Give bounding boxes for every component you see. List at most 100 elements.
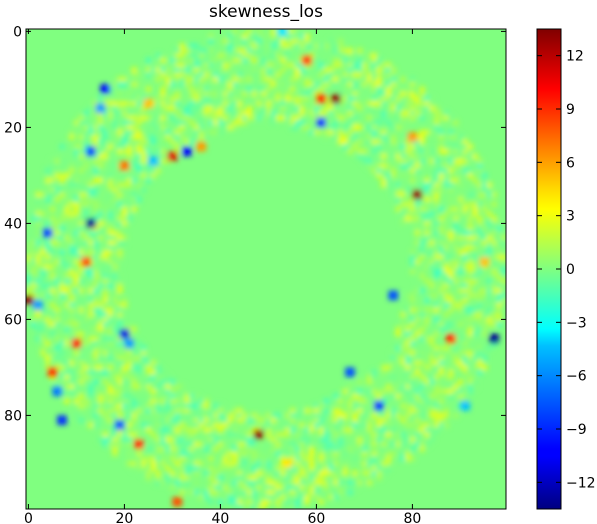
heatmap-cell: [275, 465, 281, 471]
heatmap-cell: [472, 269, 478, 275]
heatmap-cell: [294, 422, 300, 428]
heatmap-cell: [419, 216, 425, 222]
heatmap-cell: [462, 360, 468, 366]
heatmap-cell: [486, 345, 492, 351]
heatmap-cell: [424, 427, 430, 433]
heatmap-cell: [333, 446, 339, 452]
heatmap-cell: [429, 350, 435, 356]
heatmap-cell: [74, 197, 80, 203]
heatmap-cell: [59, 365, 65, 371]
heatmap-cell: [232, 427, 238, 433]
heatmap-cell: [170, 129, 176, 135]
heatmap-cell: [275, 504, 281, 509]
heatmap-cell: [222, 53, 228, 59]
heatmap-cell: [98, 96, 104, 102]
heatmap-cell: [74, 350, 80, 356]
heatmap-cell: [328, 72, 334, 78]
heatmap-cell: [35, 307, 41, 313]
heatmap-cell: [126, 350, 132, 356]
heatmap-cell: [462, 264, 468, 270]
heatmap-cell: [45, 168, 51, 174]
heatmap-cell: [88, 105, 94, 111]
heatmap-cell: [98, 177, 104, 183]
heatmap-cell: [347, 77, 353, 83]
heatmap-cell: [98, 417, 104, 423]
heatmap-cell: [174, 446, 180, 452]
heatmap-cell: [323, 437, 329, 443]
heatmap-cell: [438, 245, 444, 251]
heatmap-cell: [285, 480, 291, 486]
heatmap-cell: [126, 144, 132, 150]
heatmap-cell: [333, 110, 339, 116]
heatmap-cell: [410, 115, 416, 121]
heatmap-cell: [419, 422, 425, 428]
heatmap-cell: [357, 62, 363, 68]
heatmap-cell: [155, 451, 161, 457]
heatmap-cell: [69, 369, 75, 375]
heatmap-cell: [270, 494, 276, 500]
heatmap-cell: [462, 216, 468, 222]
heatmap-cell: [98, 278, 104, 284]
heatmap-cell: [112, 413, 118, 419]
heatmap-cell: [400, 432, 406, 438]
heatmap-cell: [443, 321, 449, 327]
heatmap-cell: [242, 489, 248, 495]
heatmap-cell: [386, 465, 392, 471]
heatmap-outlier: [388, 290, 398, 301]
heatmap-outlier: [26, 295, 34, 305]
heatmap-cell: [165, 422, 171, 428]
heatmap-cell: [299, 115, 305, 121]
heatmap-cell: [419, 91, 425, 97]
heatmap-cell: [496, 254, 502, 260]
heatmap-cell: [30, 249, 36, 255]
heatmap-cell: [429, 240, 435, 246]
heatmap-cell: [448, 369, 454, 375]
heatmap-cell: [371, 110, 377, 116]
heatmap-cell: [290, 120, 296, 126]
heatmap-cell: [126, 461, 132, 467]
heatmap-cell: [74, 201, 80, 207]
heatmap-cell: [323, 427, 329, 433]
heatmap-cell: [299, 480, 305, 486]
heatmap-cell: [438, 302, 444, 308]
heatmap-cell: [78, 230, 84, 236]
heatmap-cell: [429, 432, 435, 438]
heatmap-cell: [203, 110, 209, 116]
heatmap-cell: [246, 86, 252, 92]
heatmap-cell: [467, 153, 473, 159]
heatmap-cell: [256, 470, 262, 476]
heatmap-cell: [122, 365, 128, 371]
heatmap-cell: [390, 153, 396, 159]
heatmap-cell: [131, 403, 137, 409]
heatmap-cell: [117, 129, 123, 135]
heatmap-cell: [174, 101, 180, 107]
heatmap-cell: [405, 182, 411, 188]
heatmap-cell: [395, 384, 401, 390]
heatmap-cell: [438, 249, 444, 255]
heatmap-cell: [376, 417, 382, 423]
heatmap-cell: [371, 139, 377, 145]
heatmap-cell: [203, 494, 209, 500]
heatmap-cell: [434, 312, 440, 318]
heatmap-cell: [314, 475, 320, 481]
heatmap-cell: [174, 53, 180, 59]
heatmap-cell: [170, 432, 176, 438]
heatmap-cell: [155, 384, 161, 390]
heatmap-cell: [410, 144, 416, 150]
heatmap-cell: [227, 475, 233, 481]
heatmap-cell: [482, 206, 488, 212]
heatmap-cell: [342, 48, 348, 54]
heatmap-cell: [376, 77, 382, 83]
heatmap-cell: [410, 341, 416, 347]
heatmap-cell: [232, 29, 238, 35]
heatmap-cell: [35, 240, 41, 246]
heatmap-cell: [424, 245, 430, 251]
heatmap-cell: [64, 384, 70, 390]
heatmap-cell: [443, 269, 449, 275]
heatmap-cell: [117, 134, 123, 140]
heatmap-cell: [102, 110, 108, 116]
heatmap-cell: [74, 240, 80, 246]
heatmap-cell: [438, 235, 444, 241]
heatmap-cell: [256, 115, 262, 121]
heatmap-cell: [102, 307, 108, 313]
